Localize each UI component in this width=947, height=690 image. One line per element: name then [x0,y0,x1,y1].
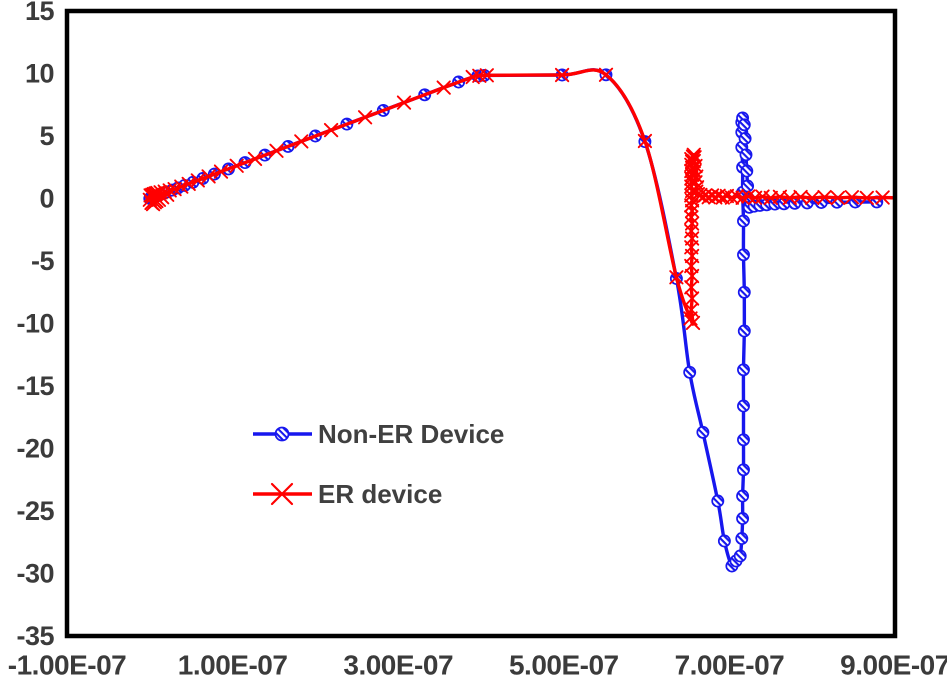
y-tick-label: -20 [16,434,54,464]
hatched-circle-marker-icon [737,285,751,299]
y-tick-label: -35 [16,621,54,651]
hatched-circle-marker-icon [739,148,753,162]
hatched-circle-marker-icon [274,426,290,442]
hatched-circle-marker-icon [737,463,750,477]
x-axis-tick-labels: -1.00E-07 1.00E-07 3.00E-07 5.00E-07 7.00E-0… [8,650,947,681]
y-tick-label: 15 [25,0,55,26]
hatched-circle-marker-icon [733,549,747,563]
series-line-er-device [148,68,897,326]
legend: Non-ER Device ER device [253,419,504,509]
y-tick-label: 5 [39,121,54,151]
hatched-circle-marker-icon [738,132,752,145]
legend-item-er-device: ER device [253,479,442,509]
series-markers-er-device [142,67,890,331]
legend-item-non-er-device: Non-ER Device [253,419,504,449]
x-tick-label: 5.00E-07 [509,650,619,681]
series-markers-non-er-device [143,68,884,573]
x-marker-icon [270,482,294,506]
hatched-circle-marker-icon [740,164,754,178]
hatched-circle-marker-icon [711,494,725,508]
hatched-circle-marker-icon [737,248,750,262]
y-tick-label: -30 [16,559,54,589]
y-tick-label: -5 [31,246,54,276]
plot-border [64,8,898,639]
series-er-device [142,67,897,331]
y-tick-label: 0 [39,184,54,214]
hatched-circle-marker-icon [683,365,697,379]
y-tick-label: 10 [25,59,54,89]
hatched-circle-marker-icon [737,433,750,447]
y-tick-label: -10 [16,309,54,339]
x-tick-label: -1.00E-07 [8,650,126,681]
hatched-circle-marker-icon [737,324,751,338]
hatched-circle-marker-icon [737,399,750,413]
legend-label: Non-ER Device [318,419,504,449]
hatched-circle-marker-icon [736,512,750,525]
hatched-circle-marker-icon [737,363,750,377]
x-tick-label: 3.00E-07 [343,650,453,681]
plot-series [142,67,897,573]
x-tick-label: 1.00E-07 [178,650,288,681]
x-tick-label: 7.00E-07 [675,650,785,681]
hatched-circle-marker-icon [736,489,750,503]
y-axis-tick-labels: 15 10 5 0 -5 -10 -15 -20 -25 -30 -35 [16,0,55,651]
y-tick-label: -25 [16,496,54,526]
hatched-circle-marker-icon [696,425,710,439]
x-tick-label: 9.00E-07 [840,650,947,681]
hatched-circle-marker-icon [735,532,749,545]
hatched-circle-marker-icon [717,534,731,548]
series-non-er-device [143,68,884,573]
hatched-circle-marker-icon [737,214,750,228]
y-tick-label: -15 [16,371,54,401]
hatched-circle-marker-icon [737,118,751,132]
legend-label: ER device [318,479,442,509]
